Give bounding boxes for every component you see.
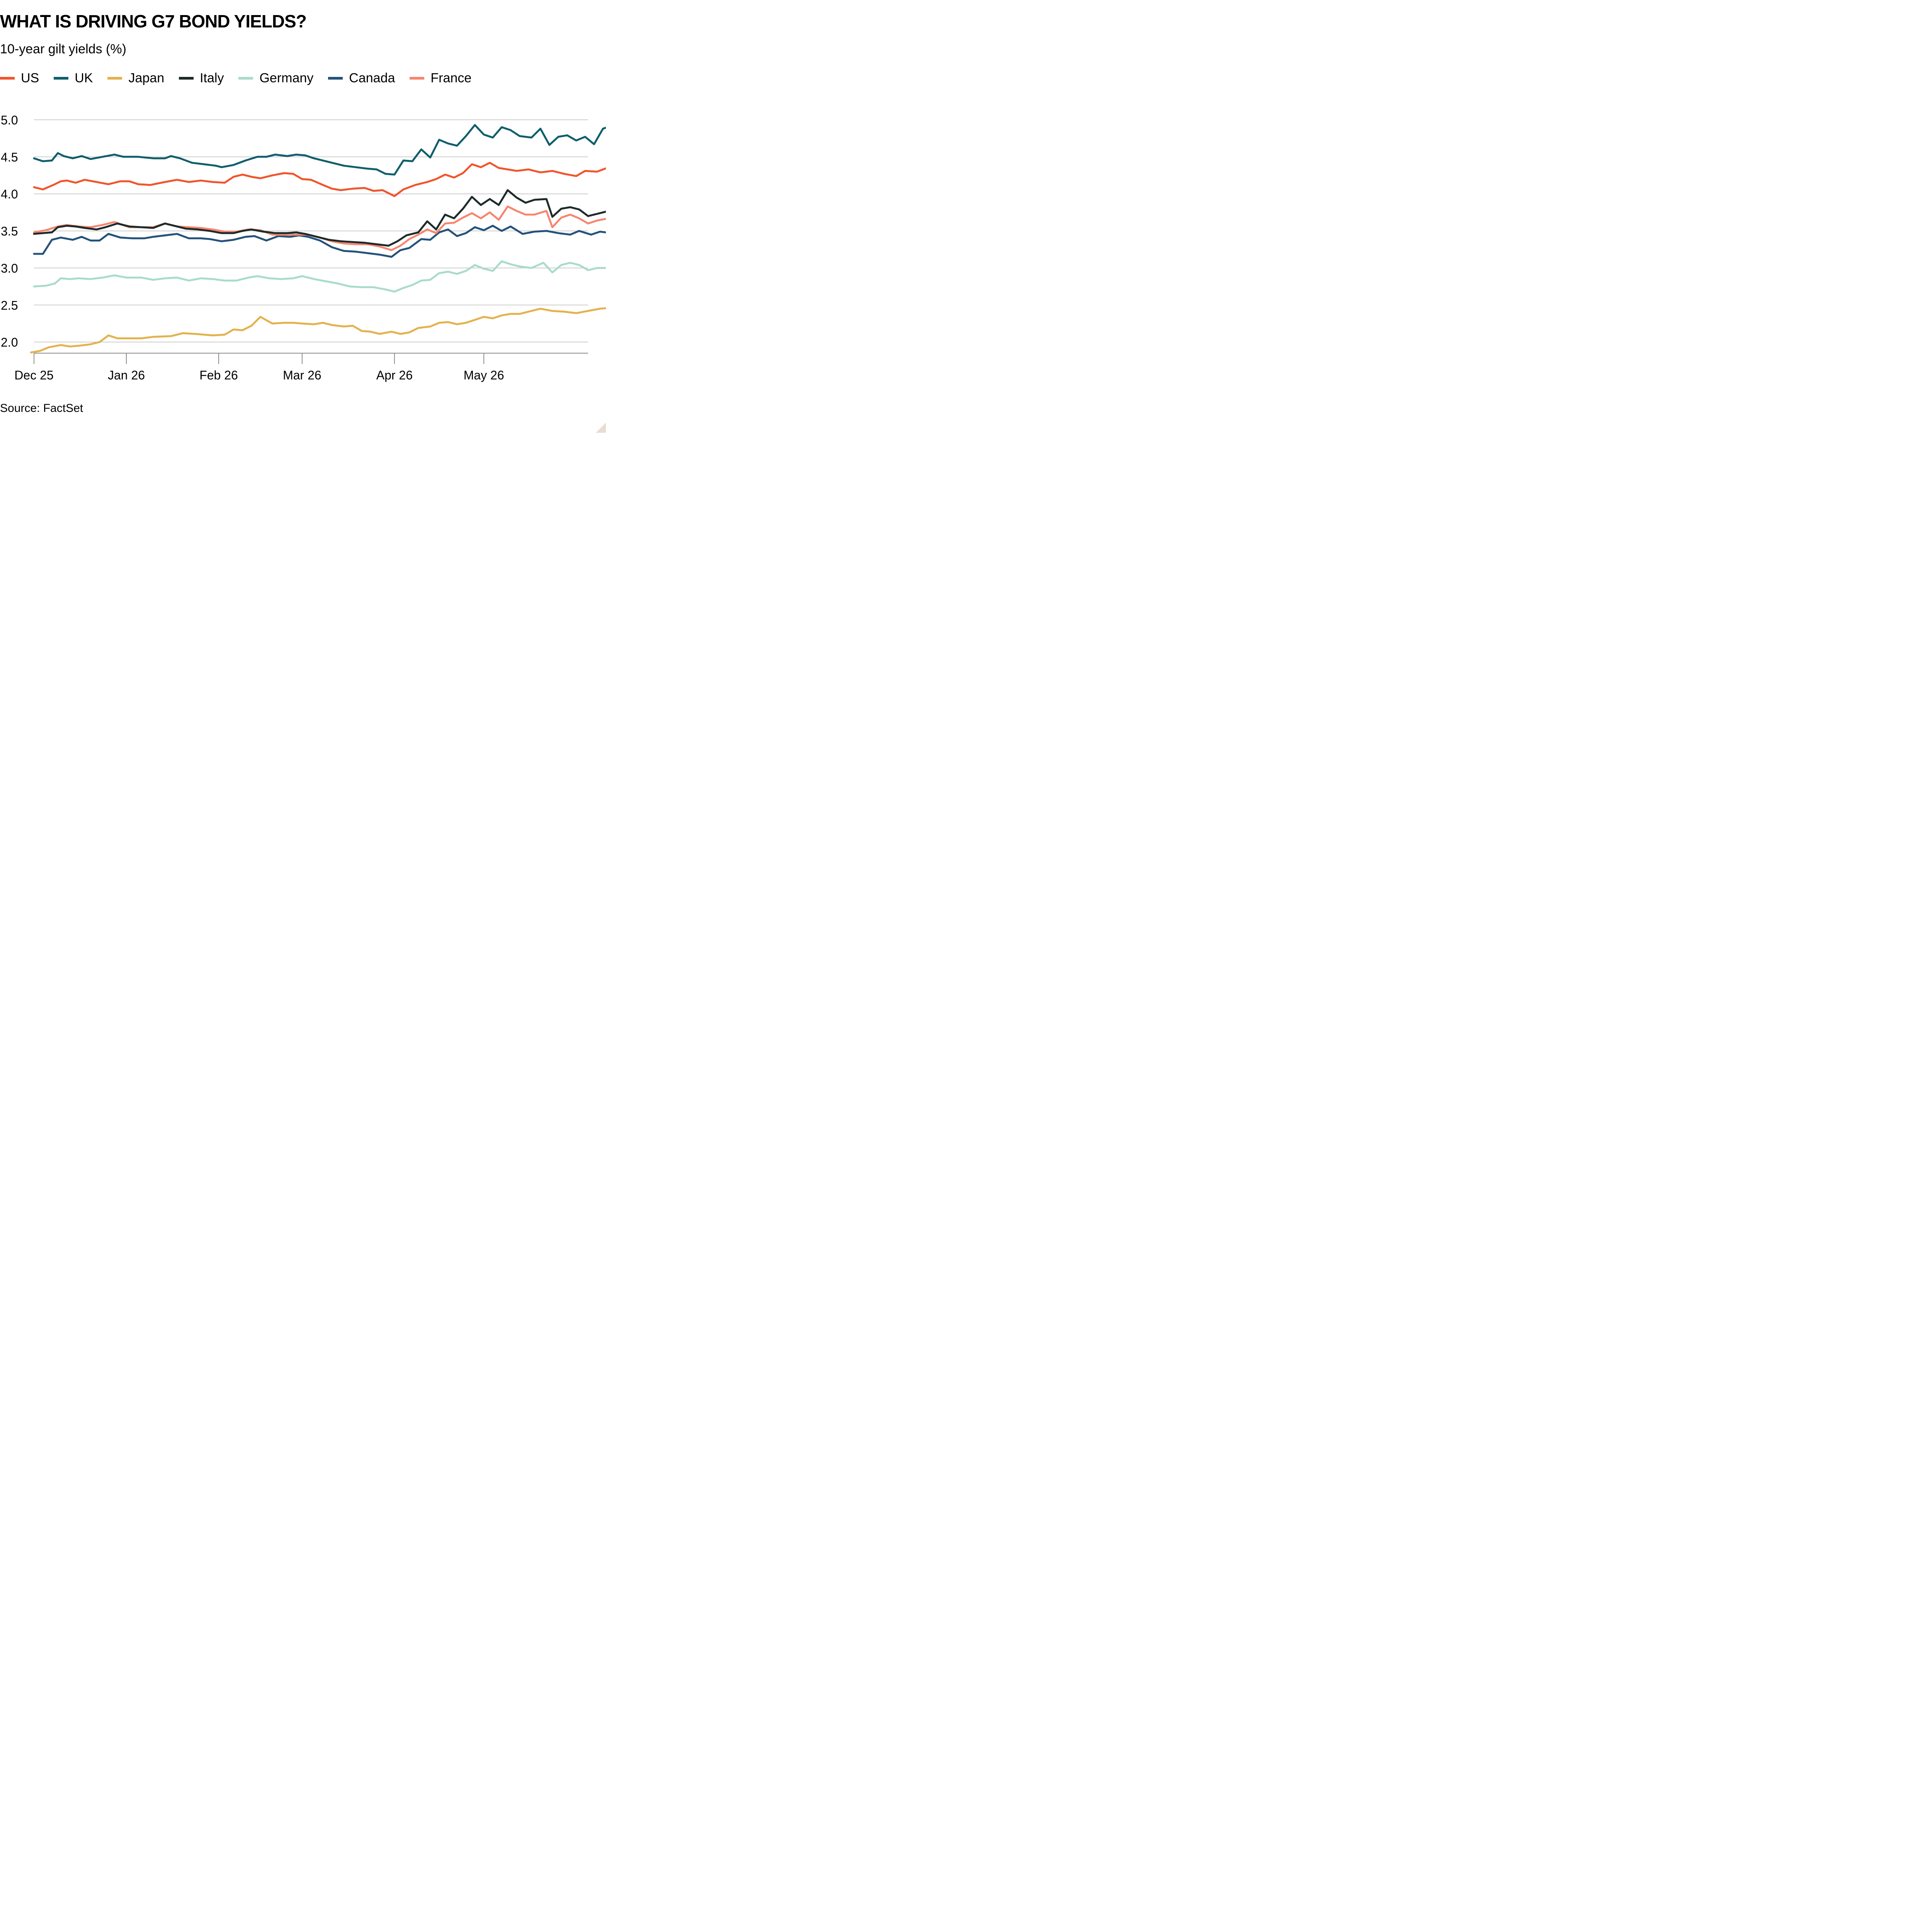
y-tick-label: 3.0: [1, 261, 18, 275]
legend: US UK Japan Italy Germany Canada France: [0, 70, 486, 87]
series-line-us: [33, 162, 606, 197]
corner-fold: [596, 423, 606, 433]
series-line-italy: [33, 189, 606, 247]
line-chart: 2.0 2.5 3.0 3.5 4.0 4.5 5.0 Dec 25 Jan 26 Feb 26 M…: [1, 113, 606, 382]
series-line-canada: [33, 224, 606, 258]
legend-label-germany: Germany: [259, 70, 314, 85]
y-tick-label: 2.5: [1, 298, 18, 312]
y-tick-label: 3.5: [1, 224, 18, 238]
legend-item-uk: UK: [54, 71, 93, 86]
legend-item-canada: Canada: [328, 71, 395, 86]
legend-swatch-japan: [107, 77, 122, 80]
y-tick-label: 4.0: [1, 187, 18, 201]
series-line-france: [33, 205, 606, 251]
legend-swatch-canada: [328, 77, 343, 80]
series-line-japan: [30, 307, 606, 354]
legend-swatch-germany: [238, 77, 253, 80]
legend-swatch-italy: [179, 77, 194, 80]
legend-label-canada: Canada: [349, 70, 395, 85]
series-line-uk: [33, 124, 606, 176]
x-tick-label: May 26: [464, 368, 504, 382]
legend-label-france: France: [430, 70, 472, 85]
legend-label-italy: Italy: [200, 70, 224, 85]
legend-swatch-uk: [54, 77, 69, 80]
legend-item-germany: Germany: [238, 71, 313, 86]
x-tick-label: Feb 26: [199, 368, 238, 382]
y-tick-label: 2.0: [1, 335, 18, 349]
source-note: Source: FactSet: [0, 402, 83, 415]
legend-swatch-us: [0, 77, 15, 80]
legend-item-us: US: [0, 71, 39, 86]
x-tick-label: Apr 26: [376, 368, 413, 382]
series-line-germany: [33, 260, 606, 293]
legend-label-japan: Japan: [128, 70, 165, 85]
legend-item-france: France: [410, 71, 471, 86]
x-tick-label: Mar 26: [283, 368, 321, 382]
y-tick-label: 5.0: [1, 113, 18, 127]
legend-item-japan: Japan: [107, 71, 164, 86]
legend-label-uk: UK: [75, 70, 93, 85]
chart-subtitle: 10-year gilt yields (%): [0, 42, 126, 56]
y-tick-label: 4.5: [1, 150, 18, 164]
legend-item-italy: Italy: [179, 71, 224, 86]
x-tick-label: Jan 26: [108, 368, 145, 382]
legend-label-us: US: [21, 70, 39, 85]
x-tick-label: Dec 25: [14, 368, 53, 382]
legend-swatch-france: [410, 77, 425, 80]
chart-title: WHAT IS DRIVING G7 BOND YIELDS?: [0, 11, 307, 31]
